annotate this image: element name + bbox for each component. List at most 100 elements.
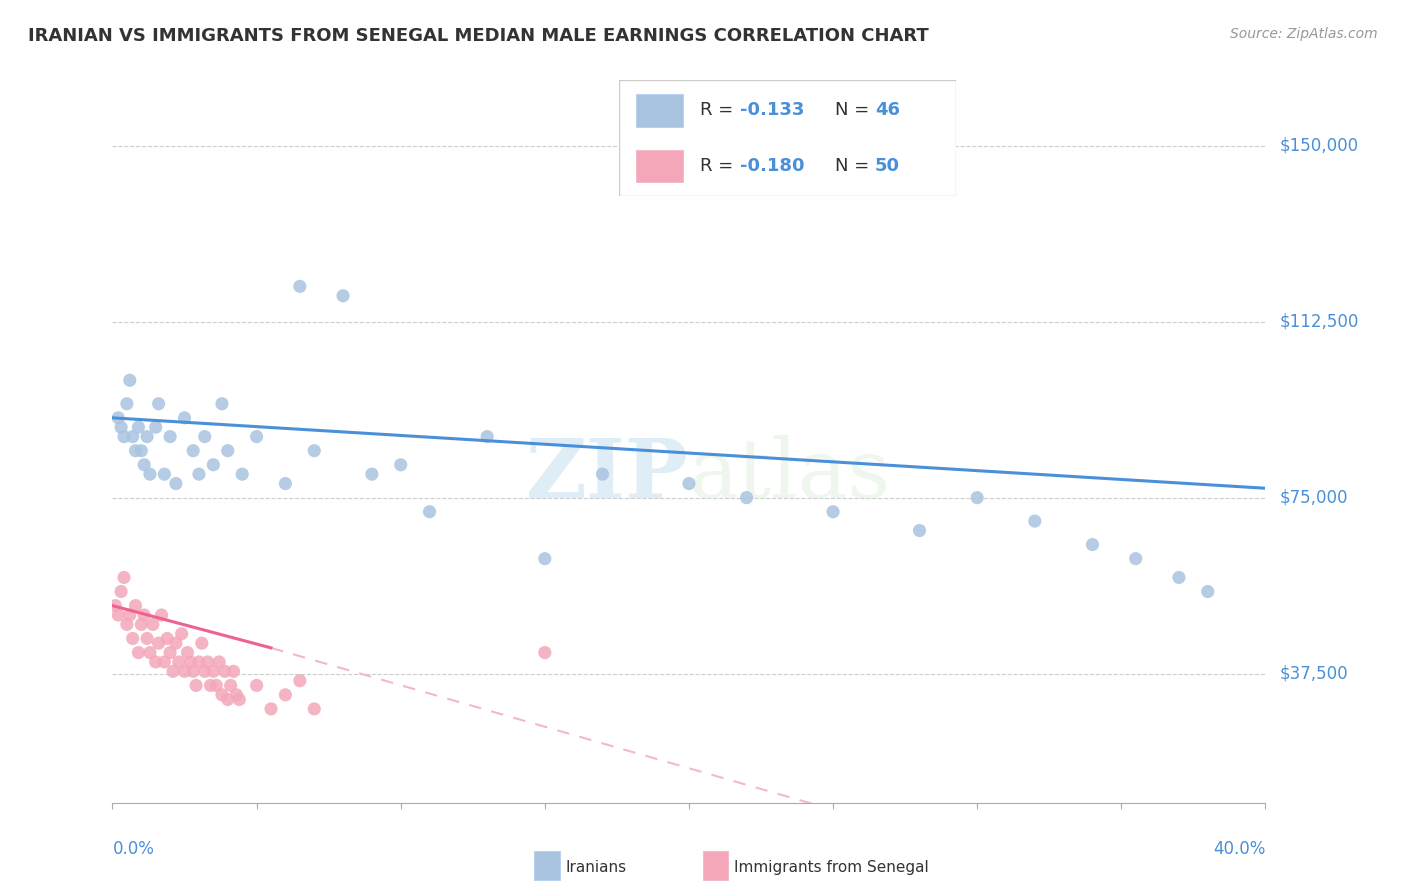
Point (173, 665, 195, 679)
Text: R =: R = (700, 101, 738, 119)
Point (176, 646, 198, 660)
Point (118, 373, 141, 387)
Point (167, 655, 190, 669)
Text: 46: 46 (875, 101, 900, 119)
Point (288, 673, 311, 688)
Point (304, 443, 326, 458)
Point (208, 655, 231, 669)
Point (274, 688, 297, 702)
Point (533, 646, 555, 660)
Point (139, 467, 162, 482)
Point (225, 688, 247, 702)
Point (288, 279, 311, 293)
Point (360, 467, 382, 482)
Point (197, 655, 219, 669)
Point (205, 678, 228, 692)
Point (104, 599, 127, 613)
Point (245, 678, 267, 692)
Point (966, 491, 988, 505)
Point (110, 584, 132, 599)
Point (115, 397, 138, 411)
Point (202, 665, 225, 679)
Point (211, 688, 233, 702)
Point (136, 429, 159, 443)
Point (533, 551, 555, 566)
Point (153, 467, 176, 482)
Point (184, 678, 207, 692)
FancyBboxPatch shape (636, 150, 683, 182)
Point (112, 570, 135, 584)
Point (222, 665, 245, 679)
FancyBboxPatch shape (636, 95, 683, 127)
Text: $112,500: $112,500 (1279, 312, 1358, 331)
Point (188, 467, 211, 482)
Point (159, 646, 181, 660)
Point (110, 420, 132, 434)
Point (124, 599, 146, 613)
Point (115, 617, 138, 632)
Point (217, 692, 239, 706)
Point (821, 505, 844, 519)
Point (1167, 570, 1189, 584)
Point (188, 655, 211, 669)
Point (124, 443, 146, 458)
Point (159, 429, 181, 443)
Point (142, 617, 165, 632)
Point (136, 632, 159, 646)
Point (228, 692, 250, 706)
Text: 50: 50 (875, 157, 900, 175)
Point (735, 491, 758, 505)
Point (129, 617, 153, 632)
Point (194, 429, 217, 443)
Point (191, 636, 214, 650)
Point (214, 665, 236, 679)
Point (475, 429, 498, 443)
Point (181, 443, 204, 458)
Text: N =: N = (835, 101, 875, 119)
Text: $37,500: $37,500 (1279, 665, 1348, 682)
Text: -0.180: -0.180 (740, 157, 804, 175)
Point (129, 443, 153, 458)
Point (274, 476, 297, 491)
Point (219, 678, 242, 692)
Text: Iranians: Iranians (565, 860, 626, 874)
Point (217, 443, 239, 458)
Point (179, 655, 201, 669)
Point (153, 655, 176, 669)
Point (211, 397, 233, 411)
Text: IRANIAN VS IMMIGRANTS FROM SENEGAL MEDIAN MALE EARNINGS CORRELATION CHART: IRANIAN VS IMMIGRANTS FROM SENEGAL MEDIA… (28, 27, 929, 45)
Point (145, 420, 167, 434)
Text: 40.0%: 40.0% (1213, 840, 1265, 858)
Text: N =: N = (835, 157, 875, 175)
Point (173, 410, 195, 425)
Text: -0.133: -0.133 (740, 101, 804, 119)
Point (107, 410, 129, 425)
Point (1197, 584, 1219, 599)
Point (134, 458, 156, 472)
Point (150, 607, 173, 622)
Point (332, 289, 354, 303)
Point (165, 476, 187, 491)
Point (148, 397, 170, 411)
Point (121, 632, 143, 646)
FancyBboxPatch shape (619, 80, 956, 196)
Point (245, 429, 267, 443)
Point (200, 678, 222, 692)
Text: Immigrants from Senegal: Immigrants from Senegal (734, 860, 929, 874)
Point (194, 665, 217, 679)
Point (127, 646, 149, 660)
Point (1125, 551, 1147, 566)
Text: ZIP: ZIP (526, 434, 689, 515)
Point (1024, 514, 1046, 528)
Point (231, 467, 253, 482)
Point (304, 702, 326, 716)
Point (107, 607, 129, 622)
Point (260, 702, 283, 716)
Point (127, 420, 149, 434)
Point (165, 636, 187, 650)
Point (1081, 538, 1104, 552)
Point (148, 636, 170, 650)
Text: R =: R = (700, 157, 738, 175)
Point (139, 646, 162, 660)
Point (389, 458, 412, 472)
